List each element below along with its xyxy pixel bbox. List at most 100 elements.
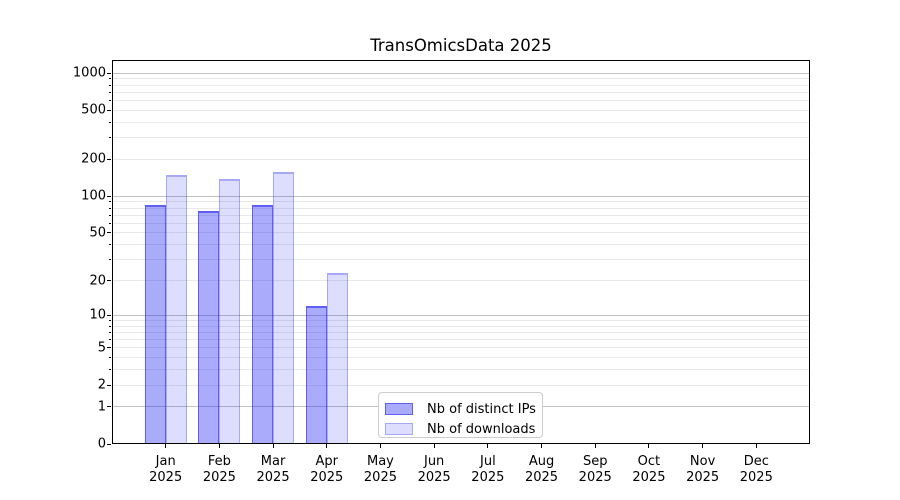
x-tick-label: Jan 2025 xyxy=(131,454,201,485)
minor-gridline xyxy=(112,207,810,209)
x-tick xyxy=(541,444,543,448)
y-tick xyxy=(107,347,111,349)
x-tick xyxy=(594,444,596,448)
y-tick xyxy=(107,443,111,445)
x-tick-label-month: Dec xyxy=(743,454,769,469)
x-tick-label-month: Nov xyxy=(689,454,716,469)
bar-downloads-jan xyxy=(165,174,187,444)
y-minor-tick xyxy=(109,91,111,93)
major-gridline xyxy=(112,314,810,316)
x-tick-label-year: 2025 xyxy=(632,469,666,485)
y-minor-tick xyxy=(109,319,111,321)
y-minor-tick xyxy=(109,99,111,101)
minor-gridline xyxy=(112,109,810,111)
x-tick-label-year: 2025 xyxy=(578,469,612,485)
y-tick xyxy=(107,72,111,74)
x-tick-label-year: 2025 xyxy=(686,469,720,485)
minor-gridline xyxy=(112,244,810,246)
minor-gridline xyxy=(112,232,810,234)
x-tick-label-year: 2025 xyxy=(471,469,505,485)
y-minor-tick xyxy=(109,201,111,203)
x-tick-label-year: 2025 xyxy=(417,469,451,485)
x-tick-label-year: 2025 xyxy=(256,469,290,485)
x-tick-label: Dec 2025 xyxy=(721,454,791,485)
minor-gridline xyxy=(112,99,810,101)
minor-gridline xyxy=(112,84,810,86)
x-tick-label-year: 2025 xyxy=(739,469,773,485)
minor-gridline xyxy=(112,325,810,327)
x-tick xyxy=(326,444,328,448)
major-gridline xyxy=(112,72,810,74)
x-tick-label-month: Mar xyxy=(260,454,286,469)
y-tick-label: 5 xyxy=(97,340,106,356)
x-tick xyxy=(165,444,167,448)
minor-gridline xyxy=(112,280,810,282)
y-minor-tick xyxy=(109,259,111,261)
x-tick-label-year: 2025 xyxy=(149,469,183,485)
minor-gridline xyxy=(112,222,810,224)
x-tick xyxy=(433,444,435,448)
x-tick-label-month: Jan xyxy=(155,454,176,469)
minor-gridline xyxy=(112,339,810,341)
minor-gridline xyxy=(112,91,810,93)
x-tick xyxy=(379,444,381,448)
x-tick-label-year: 2025 xyxy=(363,469,397,485)
y-minor-tick xyxy=(109,339,111,341)
y-tick xyxy=(107,384,111,386)
y-tick-label: 1 xyxy=(97,399,106,415)
x-tick-label: Nov 2025 xyxy=(668,454,738,485)
y-minor-tick xyxy=(109,357,111,359)
y-tick xyxy=(107,406,111,408)
bar-distinct-ips-apr xyxy=(305,306,327,444)
legend-swatch-distinct-ips xyxy=(385,403,413,415)
minor-gridline xyxy=(112,331,810,333)
minor-gridline xyxy=(112,357,810,359)
y-minor-tick xyxy=(109,369,111,371)
minor-gridline xyxy=(112,78,810,80)
legend-label-distinct-ips: Nb of distinct IPs xyxy=(427,401,536,417)
x-tick-label-month: Apr xyxy=(315,454,339,469)
minor-gridline xyxy=(112,137,810,139)
minor-gridline xyxy=(112,384,810,386)
minor-gridline xyxy=(112,259,810,261)
y-minor-tick xyxy=(109,244,111,246)
plot-area xyxy=(107,60,810,448)
y-minor-tick xyxy=(109,331,111,333)
bar-distinct-ips-mar xyxy=(252,204,274,444)
bar-downloads-mar xyxy=(273,172,295,444)
chart-title: TransOmicsData 2025 xyxy=(370,36,552,55)
minor-gridline xyxy=(112,121,810,123)
bar-distinct-ips-jan xyxy=(144,205,166,444)
y-tick xyxy=(107,195,111,197)
x-tick xyxy=(487,444,489,448)
x-tick-label-month: Jul xyxy=(480,454,496,469)
y-tick-label: 10 xyxy=(89,307,106,323)
y-tick-label: 20 xyxy=(89,273,106,289)
y-tick xyxy=(107,280,111,282)
y-tick-label: 0 xyxy=(97,436,106,452)
bar-downloads-apr xyxy=(326,273,348,444)
legend-item: Nb of distinct IPs xyxy=(385,399,542,419)
x-tick-label: Jul 2025 xyxy=(453,454,523,485)
legend-item: Nb of downloads xyxy=(385,419,542,439)
y-minor-tick xyxy=(109,137,111,139)
x-tick-label: May 2025 xyxy=(345,454,415,485)
x-tick-label: Mar 2025 xyxy=(238,454,308,485)
legend: Nb of distinct IPs Nb of downloads xyxy=(378,392,543,438)
bar-downloads-feb xyxy=(219,179,241,444)
legend-swatch-downloads xyxy=(385,423,413,435)
legend-label-downloads: Nb of downloads xyxy=(427,421,536,437)
y-tick-label: 200 xyxy=(81,151,106,167)
y-minor-tick xyxy=(109,325,111,327)
bar-distinct-ips-feb xyxy=(198,210,220,444)
x-tick-label-year: 2025 xyxy=(524,469,559,485)
y-minor-tick xyxy=(109,84,111,86)
x-tick xyxy=(702,444,704,448)
major-gridline xyxy=(112,195,810,197)
x-tick-label-year: 2025 xyxy=(310,469,344,485)
y-tick-label: 100 xyxy=(81,188,106,204)
minor-gridline xyxy=(112,319,810,321)
x-tick-label: Oct 2025 xyxy=(614,454,684,485)
x-tick-label: Sep 2025 xyxy=(560,454,630,485)
